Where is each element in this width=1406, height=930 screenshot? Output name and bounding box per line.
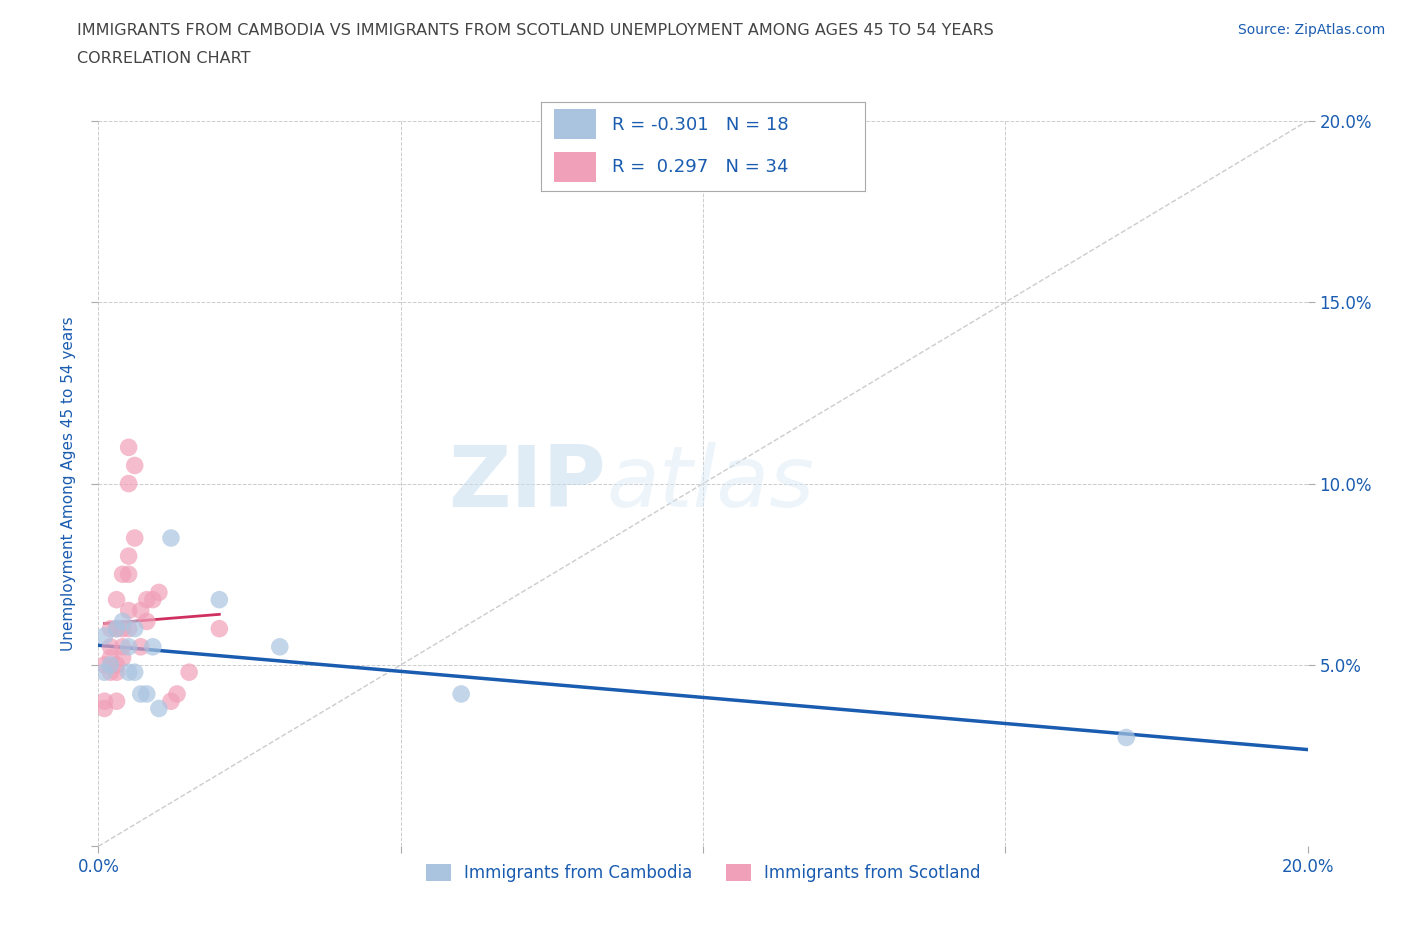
Point bbox=[142, 640, 165, 655]
Point bbox=[160, 530, 183, 545]
Point bbox=[118, 621, 141, 636]
Point bbox=[100, 658, 122, 672]
Point bbox=[118, 604, 141, 618]
Bar bbox=[554, 110, 596, 140]
Point bbox=[118, 640, 141, 655]
Point bbox=[105, 621, 128, 636]
Point bbox=[118, 567, 141, 582]
Point bbox=[111, 621, 134, 636]
Point bbox=[105, 658, 128, 672]
Point bbox=[105, 592, 128, 607]
Point bbox=[269, 640, 291, 655]
Text: CORRELATION CHART: CORRELATION CHART bbox=[77, 51, 250, 66]
Point bbox=[118, 665, 141, 680]
Point bbox=[105, 621, 128, 636]
Point bbox=[111, 650, 134, 665]
Point bbox=[105, 694, 128, 709]
Bar bbox=[554, 152, 596, 182]
Text: R =  0.297   N = 34: R = 0.297 N = 34 bbox=[613, 158, 789, 176]
Point bbox=[118, 440, 141, 455]
Point bbox=[100, 650, 122, 665]
Point bbox=[124, 621, 146, 636]
Point bbox=[124, 665, 146, 680]
Point bbox=[118, 476, 141, 491]
Point bbox=[1115, 730, 1137, 745]
Point bbox=[129, 604, 152, 618]
Point bbox=[179, 665, 201, 680]
Point bbox=[148, 701, 170, 716]
Point bbox=[135, 592, 157, 607]
Point bbox=[129, 686, 152, 701]
Y-axis label: Unemployment Among Ages 45 to 54 years: Unemployment Among Ages 45 to 54 years bbox=[60, 316, 76, 651]
Point bbox=[129, 640, 152, 655]
Text: ZIP: ZIP bbox=[449, 442, 606, 525]
Text: Source: ZipAtlas.com: Source: ZipAtlas.com bbox=[1237, 23, 1385, 37]
Text: atlas: atlas bbox=[606, 442, 814, 525]
Point bbox=[111, 614, 134, 629]
Point bbox=[111, 567, 134, 582]
Point bbox=[93, 658, 115, 672]
Point bbox=[450, 686, 472, 701]
Point bbox=[166, 686, 188, 701]
Point bbox=[124, 530, 146, 545]
Text: R = -0.301   N = 18: R = -0.301 N = 18 bbox=[613, 116, 789, 134]
Point bbox=[208, 621, 231, 636]
Point bbox=[93, 701, 115, 716]
Point bbox=[93, 694, 115, 709]
Point bbox=[111, 640, 134, 655]
Text: IMMIGRANTS FROM CAMBODIA VS IMMIGRANTS FROM SCOTLAND UNEMPLOYMENT AMONG AGES 45 : IMMIGRANTS FROM CAMBODIA VS IMMIGRANTS F… bbox=[77, 23, 994, 38]
Point bbox=[208, 592, 231, 607]
Point bbox=[100, 665, 122, 680]
Point bbox=[118, 549, 141, 564]
Point bbox=[135, 614, 157, 629]
Point bbox=[105, 665, 128, 680]
Point bbox=[100, 640, 122, 655]
Point bbox=[93, 629, 115, 644]
Legend: Immigrants from Cambodia, Immigrants from Scotland: Immigrants from Cambodia, Immigrants fro… bbox=[419, 857, 987, 889]
Point bbox=[148, 585, 170, 600]
Point bbox=[93, 665, 115, 680]
Point bbox=[142, 592, 165, 607]
Point bbox=[100, 621, 122, 636]
Point bbox=[124, 458, 146, 472]
Point bbox=[135, 686, 157, 701]
Point bbox=[160, 694, 183, 709]
